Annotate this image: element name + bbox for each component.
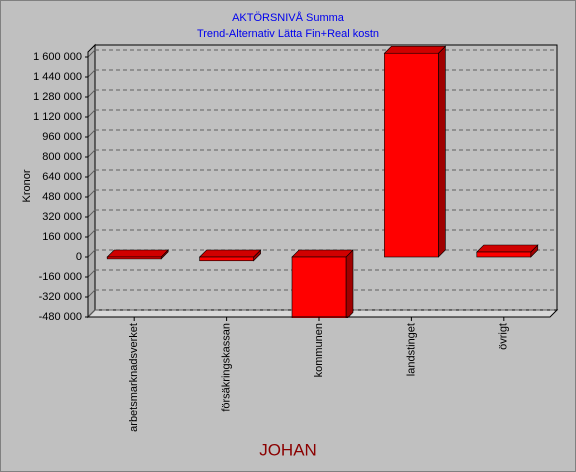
x-tick-label: arbetsmarknadsverket	[128, 323, 140, 432]
y-tick-label: 640 000	[42, 171, 82, 183]
y-tick-label: 1 280 000	[33, 91, 82, 103]
chart-title: AKTÖRSNIVÅ Summa	[232, 11, 345, 24]
grid-line-side	[87, 129, 96, 138]
x-tick-label: övrigt	[498, 323, 510, 350]
y-tick-label: -480 000	[39, 311, 82, 323]
footer-label: JOHAN	[259, 440, 317, 459]
bar-top	[383, 45, 447, 54]
y-tick-label: -160 000	[39, 271, 82, 283]
grid-line-side	[87, 269, 96, 278]
y-axis-title: Kronor	[21, 169, 33, 202]
x-tick-label: landstinget	[405, 323, 417, 376]
bar-top	[198, 249, 262, 258]
y-tick-label: 1 440 000	[33, 71, 82, 83]
bar-top	[106, 249, 169, 258]
grid-line-side	[87, 189, 96, 198]
y-tick-label: 1 600 000	[33, 51, 82, 63]
y-tick-label: 960 000	[42, 131, 82, 143]
grid-line-side	[87, 49, 96, 58]
grid-line-side	[87, 169, 96, 178]
y-tick-label: 480 000	[42, 191, 82, 203]
y-tick-label: 800 000	[42, 151, 82, 163]
plot-area	[106, 45, 539, 318]
bar-top	[291, 249, 354, 258]
grid-line-side	[87, 69, 96, 78]
grid-line-side	[87, 229, 96, 238]
grid-line-side	[87, 309, 96, 318]
bar-side	[345, 249, 354, 318]
y-tick-label: 160 000	[42, 231, 82, 243]
y-tick-label: 320 000	[42, 211, 82, 223]
y-tick-label: -320 000	[39, 291, 82, 303]
x-tick-label: försäkringskassan	[221, 323, 233, 412]
bar	[476, 251, 532, 258]
grid-line-side	[87, 209, 96, 218]
x-tick-label: kommunen	[313, 323, 325, 377]
grid-line-side	[87, 89, 96, 98]
bar	[291, 256, 347, 318]
grid-line-side	[87, 149, 96, 158]
grid-line-side	[87, 289, 96, 298]
bar-side	[438, 45, 446, 258]
bar-top	[476, 244, 539, 253]
bar	[384, 52, 439, 258]
bar	[106, 256, 162, 260]
grid-line-side	[87, 249, 96, 258]
chart-subtitle: Trend-Alternativ Lätta Fin+Real kostn	[197, 28, 379, 40]
y-tick-label: 0	[76, 251, 82, 263]
y-tick-label: 1 120 000	[33, 111, 82, 123]
grid-line-side	[87, 109, 96, 118]
bar	[199, 256, 254, 262]
